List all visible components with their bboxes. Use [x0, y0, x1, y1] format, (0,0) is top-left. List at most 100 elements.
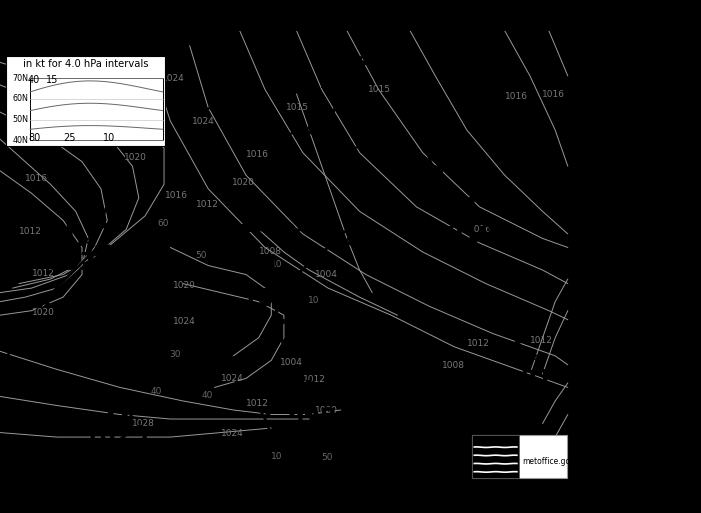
Polygon shape	[189, 35, 201, 47]
Polygon shape	[218, 77, 231, 89]
Text: 40: 40	[151, 386, 162, 396]
Text: 1012: 1012	[19, 227, 42, 236]
Bar	[472, 435, 566, 478]
Polygon shape	[16, 342, 22, 346]
Text: 15: 15	[46, 74, 58, 85]
Text: 50: 50	[321, 453, 332, 462]
Text: 40: 40	[28, 74, 40, 85]
Text: 1020: 1020	[32, 308, 55, 318]
Polygon shape	[275, 434, 282, 440]
Polygon shape	[130, 154, 137, 159]
Polygon shape	[95, 246, 102, 251]
Polygon shape	[250, 388, 257, 393]
Text: 50N: 50N	[13, 115, 28, 124]
Text: 1016: 1016	[469, 225, 492, 234]
Text: 60: 60	[157, 220, 168, 228]
Polygon shape	[282, 319, 287, 324]
Polygon shape	[327, 473, 333, 478]
Text: 1012: 1012	[303, 375, 326, 384]
Text: 1016: 1016	[246, 150, 269, 160]
Text: 1016: 1016	[165, 191, 188, 200]
Text: in kt for 4.0 hPa intervals: in kt for 4.0 hPa intervals	[23, 59, 149, 69]
Polygon shape	[311, 406, 318, 411]
Polygon shape	[348, 82, 354, 86]
Text: 101: 101	[574, 71, 612, 89]
Polygon shape	[165, 230, 186, 239]
Polygon shape	[348, 225, 368, 233]
Text: 1024: 1024	[221, 429, 243, 438]
Text: 10: 10	[271, 260, 282, 269]
Text: 1004: 1004	[315, 270, 339, 279]
Polygon shape	[286, 341, 292, 346]
Polygon shape	[158, 318, 165, 323]
Text: 1012: 1012	[530, 336, 553, 345]
Polygon shape	[327, 423, 332, 427]
Polygon shape	[397, 79, 407, 91]
Polygon shape	[330, 337, 336, 341]
Text: 1016: 1016	[118, 112, 141, 121]
Text: L: L	[511, 340, 530, 369]
Polygon shape	[135, 301, 143, 305]
Polygon shape	[102, 223, 109, 228]
Text: 1019: 1019	[431, 224, 496, 247]
Polygon shape	[61, 283, 68, 288]
Text: 1001: 1001	[393, 429, 458, 453]
Polygon shape	[319, 428, 325, 433]
Polygon shape	[325, 451, 331, 456]
Polygon shape	[339, 380, 344, 384]
Polygon shape	[311, 223, 332, 230]
Text: 1000: 1000	[242, 287, 307, 311]
Text: H: H	[451, 196, 477, 225]
Text: 1010: 1010	[319, 74, 369, 92]
Polygon shape	[346, 241, 352, 245]
Text: 1012: 1012	[246, 399, 269, 408]
Polygon shape	[331, 398, 340, 409]
Text: 25: 25	[63, 133, 76, 143]
Text: 1024: 1024	[192, 116, 215, 126]
Text: 1008: 1008	[259, 247, 282, 256]
Text: 10: 10	[103, 133, 115, 143]
Polygon shape	[141, 131, 148, 136]
Polygon shape	[202, 56, 215, 68]
Text: H: H	[104, 397, 130, 426]
Text: 997: 997	[48, 250, 97, 274]
Text: L: L	[336, 51, 351, 71]
Polygon shape	[406, 101, 416, 112]
Polygon shape	[121, 176, 128, 182]
Text: 1012: 1012	[467, 339, 490, 348]
Bar	[30, 78, 163, 141]
Polygon shape	[280, 458, 287, 464]
Text: metoffice.gov: metoffice.gov	[522, 457, 575, 466]
Text: 40: 40	[201, 391, 212, 400]
Polygon shape	[334, 355, 342, 366]
Polygon shape	[339, 103, 344, 107]
Text: 1016: 1016	[505, 92, 528, 101]
Polygon shape	[388, 57, 398, 69]
Text: 70N: 70N	[13, 74, 28, 83]
Text: L: L	[416, 401, 435, 430]
Text: 1029: 1029	[84, 424, 149, 448]
Text: 1024: 1024	[221, 374, 243, 383]
Polygon shape	[416, 122, 426, 134]
Polygon shape	[113, 283, 120, 288]
Polygon shape	[202, 226, 222, 234]
Text: 10: 10	[308, 296, 320, 305]
Text: 50: 50	[195, 251, 206, 260]
Text: L: L	[63, 223, 82, 252]
Bar	[6, 55, 165, 146]
Polygon shape	[130, 237, 150, 246]
Polygon shape	[424, 144, 435, 155]
Polygon shape	[313, 251, 327, 262]
Text: 60N: 60N	[13, 94, 28, 104]
Text: 1020: 1020	[231, 177, 254, 187]
Polygon shape	[275, 223, 295, 230]
Polygon shape	[175, 64, 182, 69]
Text: 1012: 1012	[32, 269, 55, 278]
Polygon shape	[360, 61, 366, 65]
Polygon shape	[97, 264, 105, 268]
Polygon shape	[8, 363, 14, 367]
Text: 80: 80	[28, 133, 40, 143]
Text: 1020: 1020	[172, 281, 196, 290]
Polygon shape	[379, 36, 390, 47]
Polygon shape	[152, 109, 159, 114]
